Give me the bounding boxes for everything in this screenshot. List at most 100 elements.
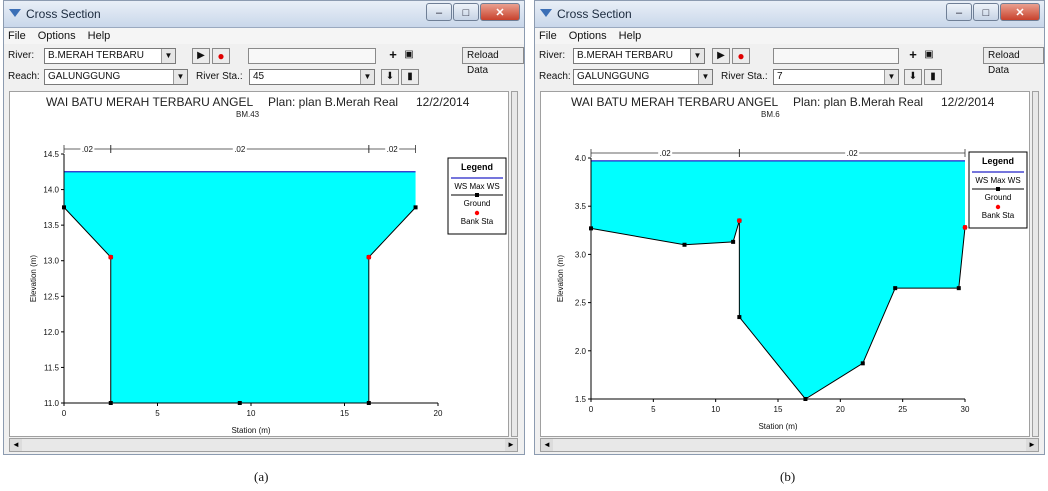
river-sta-select[interactable]: 45 ▼ (249, 69, 375, 85)
reach-value: GALUNGGUNG (48, 71, 121, 82)
ground-point (893, 286, 898, 291)
river-select[interactable]: B.MERAH TERBARU ▼ (573, 48, 705, 64)
chevron-down-icon[interactable]: ▼ (173, 70, 187, 84)
chart-title: WAI BATU MERAH TERBARU ANGEL (571, 95, 778, 109)
chart-plan: Plan: plan B.Merah Real (793, 95, 923, 109)
river-sta-select[interactable]: 7 ▼ (773, 69, 899, 85)
y-tick-label: 1.5 (575, 395, 587, 404)
bank-station-point (736, 218, 742, 224)
y-tick-label: 11.0 (44, 399, 60, 408)
legend-bank-marker (474, 210, 480, 216)
record-icon[interactable]: ● (212, 48, 230, 64)
play-icon[interactable]: ▶ (192, 48, 210, 64)
chevron-down-icon[interactable]: ▼ (360, 70, 374, 84)
maximize-icon[interactable]: □ (973, 3, 999, 21)
river-select[interactable]: B.MERAH TERBARU ▼ (44, 48, 176, 64)
down-arrow-icon[interactable]: ⬇ (381, 69, 399, 85)
scroll-right-icon[interactable]: ► (505, 439, 517, 451)
ground-point (860, 361, 865, 366)
legend-ground-marker (475, 193, 479, 197)
close-icon[interactable]: ✕ (1000, 3, 1040, 21)
bookmark-icon[interactable]: ▮ (924, 69, 942, 85)
window-menu-icon[interactable] (9, 9, 21, 17)
chart-date: 12/2/2014 (416, 95, 470, 109)
menu-help[interactable]: Help (618, 30, 642, 42)
y-tick-label: 3.0 (575, 250, 587, 259)
x-tick-label: 15 (340, 409, 349, 418)
title-bar[interactable]: Cross Section – □ ✕ (535, 1, 1044, 28)
x-tick-label: 0 (62, 409, 67, 418)
menu-options[interactable]: Options (568, 30, 607, 42)
menu-options[interactable]: Options (37, 30, 76, 42)
plus-icon[interactable]: + (389, 47, 397, 62)
legend-ground-label: Ground (985, 193, 1012, 202)
menu-file[interactable]: File (539, 30, 557, 42)
window-menu-icon[interactable] (540, 9, 552, 17)
bookmark-icon[interactable]: ▮ (401, 69, 419, 85)
reach-select[interactable]: GALUNGGUNG ▼ (44, 69, 188, 85)
manning-label-bg (385, 144, 400, 154)
cross-section-window-b: Cross Section – □ ✕ File Options Help Ri… (534, 0, 1045, 455)
horizontal-scrollbar[interactable]: ◄ ► (9, 438, 518, 452)
down-arrow-icon[interactable]: ⬇ (904, 69, 922, 85)
scroll-left-icon[interactable]: ◄ (10, 439, 22, 451)
chevron-down-icon[interactable]: ▼ (884, 70, 898, 84)
manning-n-label: .02 (234, 145, 246, 154)
record-icon[interactable]: ● (732, 48, 750, 64)
legend-title: Legend (982, 156, 1014, 166)
scroll-right-icon[interactable]: ► (1026, 439, 1038, 451)
vertical-scrollbar[interactable] (1032, 91, 1039, 437)
x-tick-label: 30 (961, 405, 970, 414)
vertical-scrollbar[interactable] (511, 91, 518, 437)
bank-station-point (108, 254, 114, 260)
ground-line (590, 220, 966, 400)
y-tick-label: 2.5 (575, 299, 587, 308)
reload-data-button[interactable]: Reload Data (983, 47, 1044, 76)
minimize-icon[interactable]: – (946, 3, 972, 21)
legend-ground-label: Ground (464, 199, 491, 208)
legend-ws-label: WS Max WS (454, 182, 499, 191)
bank-station-point (962, 225, 968, 230)
y-tick-label: 14.5 (43, 150, 59, 159)
y-tick-label: 4.0 (575, 154, 587, 163)
chevron-down-icon[interactable]: ▼ (690, 49, 704, 63)
chart-subtitle: BM.6 (761, 110, 780, 119)
manning-label-bg (80, 144, 95, 154)
minimize-icon[interactable]: – (426, 3, 452, 21)
y-axis-label: Elevation (m) (556, 255, 565, 302)
play-icon[interactable]: ▶ (712, 48, 730, 64)
maximize-icon[interactable]: □ (453, 3, 479, 21)
reach-row: Reach: GALUNGGUNG ▼ River Sta.: 45 ▼ ⬇ ▮ (4, 67, 524, 87)
window-title: Cross Section (557, 7, 632, 21)
manning-n-label: .02 (660, 149, 672, 158)
menu-file[interactable]: File (8, 30, 26, 42)
chevron-down-icon[interactable]: ▼ (161, 49, 175, 63)
title-bar[interactable]: Cross Section – □ ✕ (4, 1, 524, 28)
menu-help[interactable]: Help (87, 30, 111, 42)
close-icon[interactable]: ✕ (480, 3, 520, 21)
horizontal-scrollbar[interactable]: ◄ ► (540, 438, 1039, 452)
manning-n-label: .02 (82, 145, 94, 154)
chart-plan: Plan: plan B.Merah Real (268, 95, 398, 109)
river-sta-label: River Sta.: (721, 71, 768, 82)
river-label: River: (8, 50, 35, 61)
plot-area: WAI BATU MERAH TERBARU ANGEL Plan: plan B… (540, 91, 1030, 437)
reload-data-button[interactable]: Reload Data (462, 47, 524, 76)
scroll-left-icon[interactable]: ◄ (541, 439, 553, 451)
ground-point (737, 315, 742, 320)
manning-label-bg (845, 148, 860, 158)
legend-ws-label: WS Max WS (975, 176, 1020, 185)
reach-row: Reach: GALUNGGUNG ▼ River Sta.: 7 ▼ ⬇ ▮ (535, 67, 1044, 87)
reach-select[interactable]: GALUNGGUNG ▼ (573, 69, 713, 85)
plus-icon[interactable]: + (909, 47, 917, 62)
chevron-down-icon[interactable]: ▼ (698, 70, 712, 84)
manning-n-label: .02 (387, 145, 399, 154)
camera-icon[interactable]: ▣ (924, 49, 934, 60)
legend-bank-marker (995, 204, 1001, 210)
river-sta-value: 7 (777, 71, 783, 82)
manning-label-bg (658, 148, 673, 158)
legend-bank-label: Bank Sta (461, 217, 494, 226)
camera-icon[interactable]: ▣ (404, 49, 414, 60)
water-area (591, 160, 965, 399)
caption-a: (a) (254, 469, 269, 484)
